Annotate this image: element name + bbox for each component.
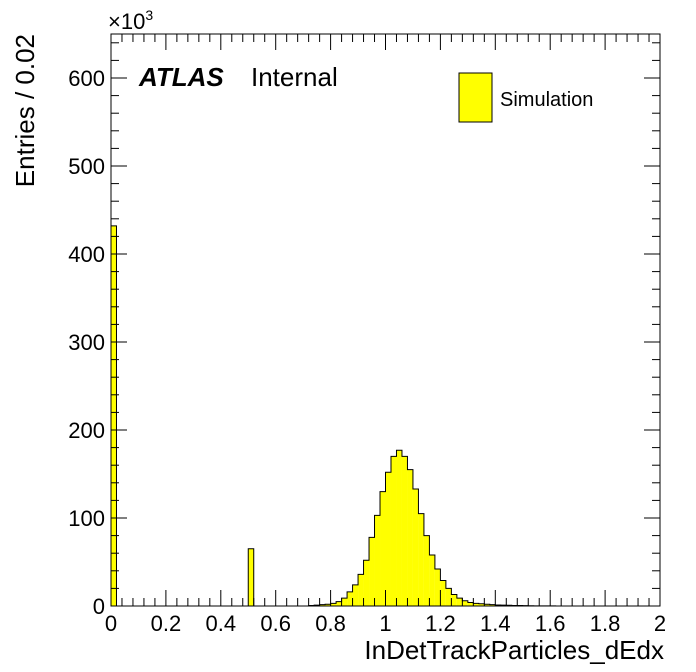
histogram-bar: [347, 591, 353, 606]
x-tick-label: 0.6: [260, 611, 291, 636]
x-tick-label: 0: [105, 611, 117, 636]
histogram-bar: [407, 469, 413, 606]
x-tick-label: 1: [379, 611, 391, 636]
histogram-bar: [473, 603, 479, 606]
histogram-bar: [440, 580, 446, 606]
x-tick-label: 1.6: [535, 611, 566, 636]
histogram-bar: [478, 603, 485, 606]
histogram-bar: [374, 515, 381, 606]
x-tick-labels: 0 0.2 0.4 0.6 0.8 1 1.2 1.4 1.6 1.8 2: [105, 611, 666, 636]
atlas-label-bold: ATLAS: [138, 62, 224, 92]
histogram-bar: [451, 594, 457, 606]
histogram-bar: [489, 604, 496, 606]
histogram-bar: [385, 472, 391, 606]
histogram-bar: [467, 602, 474, 606]
plot-frame: [110, 33, 661, 607]
x-tick-label: 0.4: [206, 611, 237, 636]
y-multiplier: ×103: [108, 7, 153, 34]
histogram-bar: [352, 584, 359, 606]
histogram-bar: [358, 574, 364, 606]
y-tick-label: 100: [68, 506, 105, 531]
x-tick-label: 0.8: [315, 611, 346, 636]
x-tick-label: 1.4: [480, 611, 511, 636]
legend-entry: Simulation: [500, 89, 593, 111]
histogram-bar: [401, 456, 408, 606]
x-tick-label: 2: [654, 611, 666, 636]
x-axis-label: InDetTrackParticles_dEdx: [364, 635, 664, 665]
histogram-bar: [423, 535, 430, 606]
histogram-bar: [445, 588, 452, 606]
y-tick-label: 400: [68, 242, 105, 267]
histogram-bar: [336, 601, 342, 606]
x-tick-label: 0.2: [151, 611, 182, 636]
x-tick-label: 1.2: [425, 611, 456, 636]
histogram-bar: [369, 537, 375, 606]
y-tick-label: 300: [68, 330, 105, 355]
y-tick-label: 600: [68, 66, 105, 91]
histogram-bar: [248, 548, 254, 606]
histogram-bar: [412, 488, 419, 606]
histogram-bar: [341, 598, 348, 606]
histogram-bar: [429, 554, 435, 606]
histogram-bar: [111, 225, 117, 606]
y-tick-label: 500: [68, 154, 105, 179]
histogram-bars: [110, 225, 557, 607]
histogram-bar: [495, 604, 501, 606]
histogram-bar: [462, 600, 468, 606]
histogram-bar: [484, 604, 490, 606]
y-axis-label: Entries / 0.02: [10, 34, 40, 187]
histogram-bar: [396, 450, 402, 606]
y-tick-label: 0: [93, 594, 105, 619]
histogram-bar: [456, 598, 463, 606]
histogram-bar: [434, 569, 441, 606]
legend: Simulation: [458, 72, 593, 123]
atlas-label-text: Internal: [251, 62, 338, 92]
histogram-bar: [319, 604, 326, 606]
histogram-bar: [418, 513, 424, 606]
y-tick-labels: 0 100 200 300 400 500 600: [68, 66, 105, 619]
y-tick-label: 200: [68, 418, 105, 443]
histogram-bar: [330, 603, 337, 606]
x-tick-label: 1.8: [590, 611, 621, 636]
histogram-bar: [325, 604, 331, 606]
histogram-bar: [363, 560, 370, 606]
histogram-bar: [380, 491, 386, 606]
histogram-bar: [390, 456, 397, 606]
legend-swatch: [458, 72, 493, 123]
atlas-label: ATLAS Internal: [138, 62, 338, 92]
